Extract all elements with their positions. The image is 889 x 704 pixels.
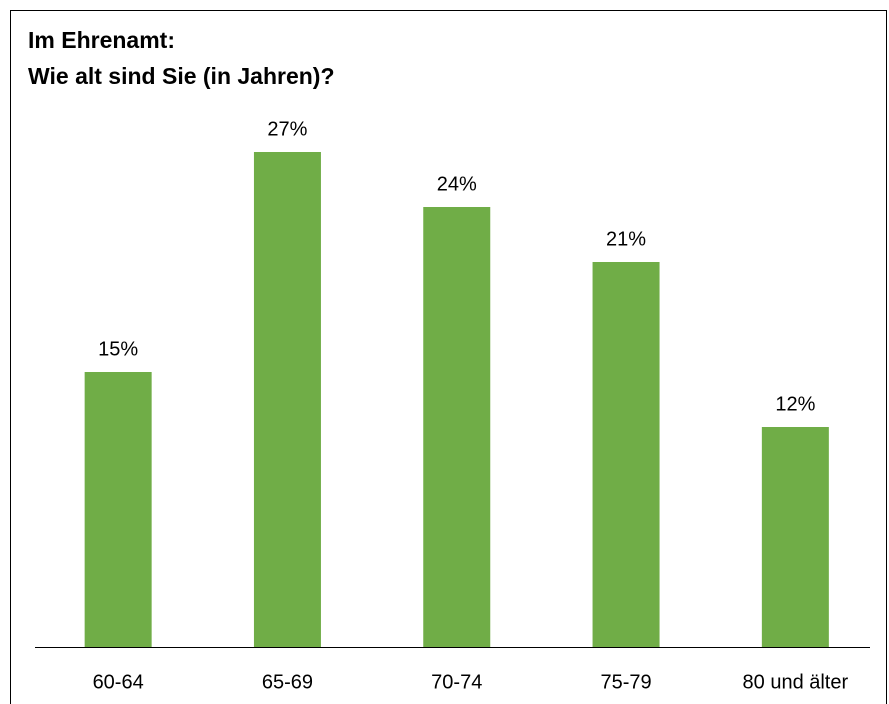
data-label: 12% [775, 393, 815, 415]
x-tick-label: 60-64 [93, 671, 144, 693]
x-tick-label: 80 und älter [743, 671, 849, 693]
bar [84, 372, 152, 647]
bar [761, 427, 829, 647]
data-label: 15% [98, 338, 138, 360]
bar [253, 152, 321, 647]
data-label: 21% [606, 228, 646, 250]
data-label: 24% [437, 173, 477, 195]
chart-title: Wie alt sind Sie (in Jahren)? [28, 63, 335, 89]
x-tick-label: 75-79 [600, 671, 651, 693]
data-label: 27% [267, 118, 307, 140]
bar [423, 207, 491, 647]
x-tick-label: 65-69 [262, 671, 313, 693]
bar [592, 262, 660, 647]
chart-title: Im Ehrenamt: [28, 27, 175, 53]
x-tick-label: 70-74 [431, 671, 482, 693]
frame [10, 10, 887, 704]
